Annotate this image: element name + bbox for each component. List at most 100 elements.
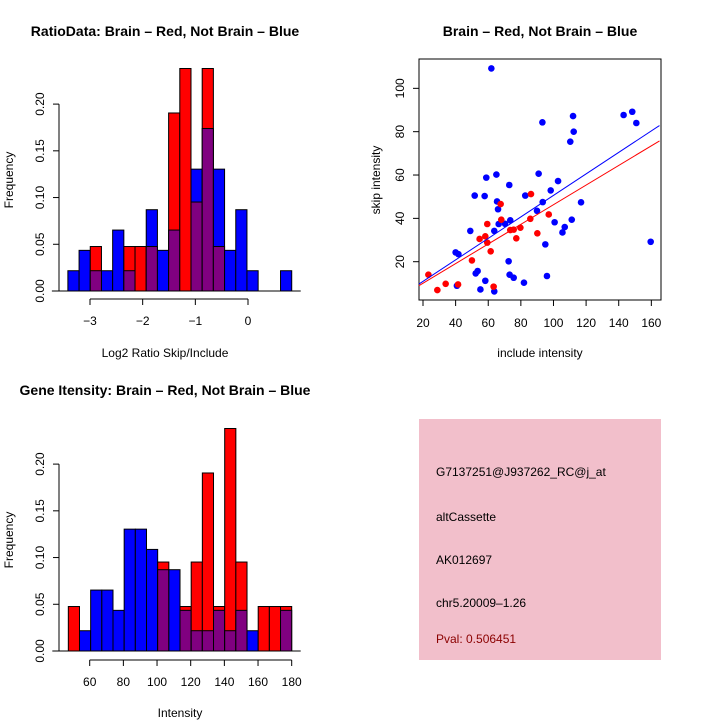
y-tick-label: 0.05 (33, 592, 47, 616)
not-brain-point (551, 218, 558, 226)
not-brain-bar (280, 270, 293, 292)
scatter-ylabel: skip intensity (369, 146, 383, 215)
not-brain-point (474, 267, 481, 275)
info-box-background (419, 419, 661, 660)
not-brain-point (482, 277, 489, 285)
y-tick-label: 0.00 (33, 639, 47, 663)
not-brain-point (477, 286, 484, 293)
brain-point (425, 271, 432, 279)
not-brain-bar (134, 528, 148, 652)
overlap-bar (213, 609, 226, 652)
not-brain-bar (123, 528, 136, 652)
brain-point (527, 190, 535, 198)
y-tick-label: 0.05 (33, 232, 47, 256)
not-brain-fit-line (418, 125, 660, 285)
x-tick-label: −2 (136, 314, 150, 328)
not-brain-point (506, 217, 514, 224)
intensity-histogram-ylabel: Frequency (2, 512, 16, 569)
brain-point (442, 280, 449, 288)
brain-point (454, 281, 462, 288)
not-brain-point (482, 174, 490, 181)
not-brain-bar (246, 630, 259, 652)
overlap-bar (157, 569, 170, 652)
overlap-bar (212, 246, 226, 292)
not-brain-point (510, 274, 517, 282)
not-brain-point (505, 181, 513, 189)
brain-point (517, 224, 524, 231)
brain-point (482, 233, 489, 240)
not-brain-bar (67, 270, 80, 292)
intensity-histogram: Gene Itensity: Brain – Red, Not Brain – … (2, 382, 311, 720)
brain-bar (257, 606, 270, 652)
not-brain-point (471, 192, 479, 199)
x-tick-label: 20 (416, 316, 430, 330)
not-brain-point (490, 227, 498, 235)
y-tick-label: 60 (393, 168, 407, 182)
not-brain-point (481, 192, 488, 200)
not-brain-point (570, 128, 578, 135)
not-brain-bar (78, 630, 92, 652)
y-tick-label: 100 (393, 78, 407, 98)
y-tick-label: 20 (393, 255, 407, 269)
not-brain-point (633, 119, 640, 127)
brain-point (534, 230, 541, 237)
not-brain-point (568, 216, 576, 223)
y-tick-label: 0.00 (33, 279, 47, 303)
not-brain-point (466, 227, 474, 235)
not-brain-point (569, 112, 577, 120)
overlap-bar (201, 127, 214, 292)
x-tick-label: 0 (245, 314, 252, 328)
y-tick-label: 0.20 (33, 92, 47, 116)
overlap-bar (123, 270, 136, 292)
not-brain-point (533, 207, 541, 215)
brain-point (490, 283, 497, 290)
overlap-bar (280, 609, 293, 652)
y-tick-label: 0.20 (33, 452, 47, 476)
x-tick-label: 160 (248, 675, 268, 689)
not-brain-point (559, 229, 566, 236)
not-brain-bar (168, 569, 181, 652)
y-tick-label: 0.10 (33, 186, 47, 210)
overlap-bar (89, 270, 102, 292)
not-brain-point (547, 187, 555, 194)
overlap-bar (190, 201, 203, 292)
x-tick-label: 140 (214, 675, 234, 689)
event-type: altCassette (436, 510, 496, 524)
not-brain-point (521, 192, 529, 199)
not-brain-point (488, 65, 495, 72)
x-tick-label: −3 (83, 314, 97, 328)
x-tick-label: 120 (181, 675, 201, 689)
not-brain-point (505, 257, 512, 265)
not-brain-point (577, 199, 585, 206)
x-tick-label: 100 (543, 316, 563, 330)
not-brain-point (539, 119, 546, 126)
not-brain-bar (224, 249, 237, 292)
y-tick-label: 0.15 (33, 499, 47, 523)
not-brain-bar (101, 589, 114, 652)
x-tick-label: 80 (514, 316, 528, 330)
brain-point (468, 257, 476, 264)
y-tick-label: 40 (393, 211, 407, 225)
intensity-histogram-title: Gene Itensity: Brain – Red, Not Brain – … (20, 382, 311, 398)
not-brain-bar (112, 609, 125, 652)
not-brain-bar (100, 270, 114, 292)
overlap-bar (235, 609, 248, 652)
y-tick-label: 0.15 (33, 139, 47, 163)
x-tick-label: 160 (641, 316, 661, 330)
brain-point (483, 239, 491, 246)
probe-id: G7137251@J937262_RC@j_at (436, 465, 606, 479)
brain-bar (224, 427, 237, 652)
not-brain-point (520, 279, 528, 287)
ratio-histogram-ylabel: Frequency (2, 152, 16, 209)
not-brain-point (561, 223, 569, 231)
overlap-bar (168, 229, 181, 292)
not-brain-point (620, 111, 627, 119)
not-brain-point (647, 238, 654, 246)
x-tick-label: 100 (147, 675, 167, 689)
x-tick-label: 60 (482, 316, 496, 330)
y-tick-label: 0.10 (33, 546, 47, 570)
overlap-bar (190, 630, 203, 652)
not-brain-point (543, 272, 551, 280)
not-brain-bar (112, 229, 125, 292)
